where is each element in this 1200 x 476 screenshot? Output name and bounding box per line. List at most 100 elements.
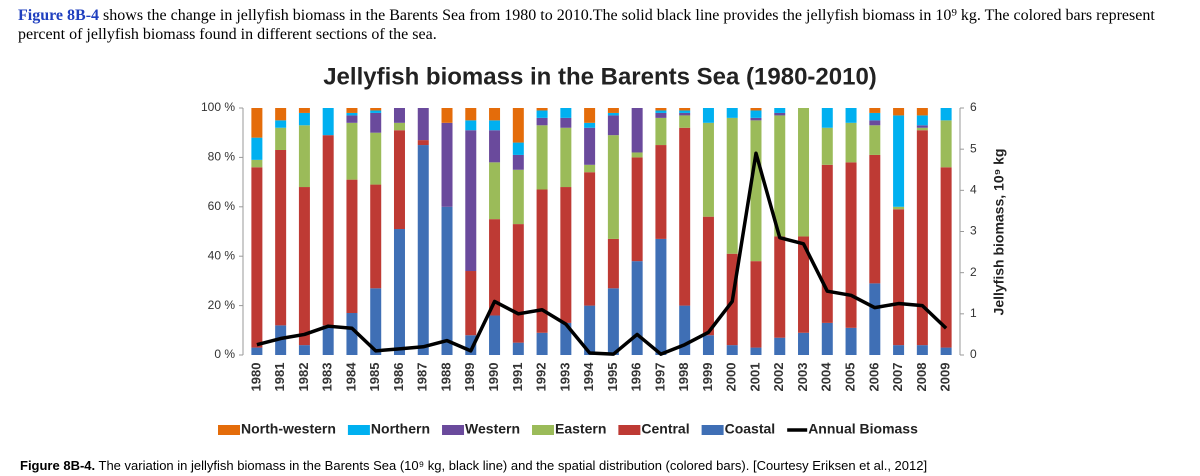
bar-segment (584, 305, 596, 355)
bar-segment (607, 112, 619, 116)
bar-segment (702, 216, 714, 336)
bar-segment (940, 108, 952, 121)
x-tick-label: 1982 (296, 363, 311, 392)
legend-swatch (532, 425, 555, 435)
x-tick-label: 1998 (676, 363, 691, 392)
x-tick-label: 2006 (866, 363, 881, 392)
bar-segment (489, 219, 501, 316)
bar-segment (798, 236, 810, 333)
bar-segment (798, 108, 810, 237)
bar-segment (489, 120, 501, 131)
bar-segment (322, 325, 334, 355)
chart-title: Jellyfish biomass in the Barents Sea (19… (323, 63, 877, 90)
legend-label: Northern (371, 421, 430, 437)
bar-segment (655, 238, 667, 355)
bar-segment (536, 108, 548, 111)
bar-segment (275, 120, 287, 128)
bar-segment (631, 108, 643, 153)
bar-segment (298, 108, 310, 113)
y2-tick-label: 2 (970, 265, 977, 279)
bar-segment (251, 108, 263, 138)
bar-segment (370, 110, 382, 113)
x-tick-label: 1984 (343, 362, 358, 392)
bar-segment (940, 167, 952, 348)
x-tick-label: 1985 (367, 363, 382, 392)
x-tick-label: 1987 (415, 363, 430, 392)
bar-segment (370, 288, 382, 355)
bar-segment (584, 127, 596, 165)
bar-segment (560, 187, 572, 323)
x-tick-label: 1997 (652, 363, 667, 392)
bar-segment (417, 140, 429, 146)
bar-segment (702, 122, 714, 217)
bar-segment (679, 110, 691, 113)
bar-segment (417, 145, 429, 355)
bar-segment (869, 112, 881, 121)
bar-segment (607, 115, 619, 136)
bar-segment (821, 127, 833, 165)
bar-segment (893, 209, 905, 346)
bar-segment (607, 238, 619, 289)
bar-segment (750, 261, 762, 348)
bar-segment (821, 164, 833, 323)
bar-segment (916, 115, 928, 126)
bar-segment (512, 154, 524, 170)
x-tick-label: 1980 (248, 363, 263, 392)
bar-segment (607, 135, 619, 239)
bar-segment (370, 108, 382, 111)
bar-segment (536, 117, 548, 126)
legend-label: Western (465, 421, 520, 437)
bar-segment (465, 335, 477, 355)
bar-segment (489, 162, 501, 220)
figure-label: Figure 8B-4 (18, 7, 100, 24)
y-tick-label: 100 % (201, 100, 235, 114)
bar-segment (774, 236, 786, 338)
bar-segment (726, 117, 738, 254)
x-tick-label: 1994 (581, 362, 596, 392)
bar-segment (940, 120, 952, 168)
bar-segment (916, 125, 928, 128)
bar-segment (726, 108, 738, 118)
bar-segment (679, 112, 691, 116)
x-tick-label: 1996 (629, 363, 644, 392)
bar-segment (275, 149, 287, 326)
bar-segment (584, 172, 596, 306)
bar-segment (631, 157, 643, 262)
bar-segment (560, 117, 572, 128)
bar-segment (251, 137, 263, 160)
bar-segment (346, 108, 358, 113)
y2-tick-label: 1 (970, 306, 977, 320)
bar-segment (251, 347, 263, 355)
bar-segment (251, 159, 263, 168)
bar-segment (298, 125, 310, 188)
bar-segment (845, 327, 857, 355)
bar-segment (655, 110, 667, 113)
bar-segment (679, 115, 691, 128)
bar-segment (536, 332, 548, 355)
bar-segment (489, 130, 501, 163)
x-tick-label: 2003 (795, 363, 810, 392)
bar-segment (298, 345, 310, 355)
bar-segment (798, 332, 810, 355)
bar-segment (370, 184, 382, 289)
x-tick-label: 2004 (819, 362, 834, 392)
x-tick-label: 2000 (724, 363, 739, 392)
bar-segment (726, 345, 738, 355)
bar-segment (845, 122, 857, 163)
bar-segment (702, 335, 714, 355)
bar-segment (393, 108, 405, 123)
bar-segment (251, 167, 263, 348)
x-tick-label: 2001 (747, 363, 762, 392)
intro-text: shows the change in jellyfish biomass in… (18, 7, 1155, 43)
legend-label: Central (641, 421, 689, 437)
bar-segment (916, 127, 928, 131)
legend-swatch (701, 425, 724, 435)
bar-segment (465, 271, 477, 336)
bar-segment (750, 120, 762, 262)
y-tick-label: 40 % (208, 248, 236, 262)
legend-label: Annual Biomass (808, 421, 918, 437)
bar-segment (821, 322, 833, 355)
bar-segment (346, 179, 358, 314)
bar-segment (940, 347, 952, 355)
